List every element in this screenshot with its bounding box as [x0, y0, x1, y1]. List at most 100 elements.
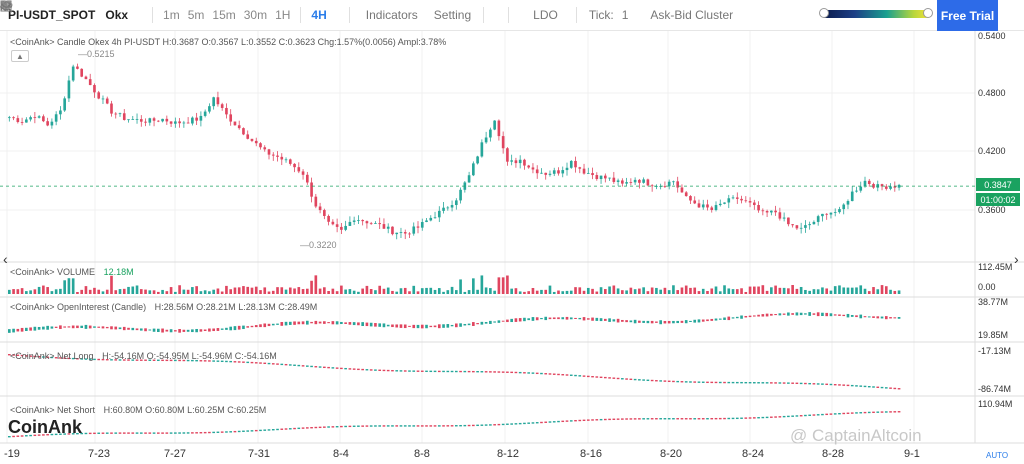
candle-body: [684, 192, 688, 197]
candle-body: [429, 217, 433, 221]
timeframe-1m[interactable]: 1m: [163, 8, 180, 22]
candle-body: [33, 117, 37, 118]
oi-candle: [761, 314, 765, 317]
netshort-candle: [561, 420, 565, 423]
cluster-selector[interactable]: Ask-Bid Cluster: [0, 0, 745, 31]
netshort-candle: [348, 425, 352, 428]
scroll-left-arrow-icon[interactable]: ‹: [3, 251, 8, 267]
chart-canvas[interactable]: [0, 31, 1024, 464]
color-gradient-slider[interactable]: [819, 8, 933, 18]
netshort-candle: [880, 411, 884, 413]
netlong-candle: [88, 358, 92, 360]
volume-bar: [735, 289, 739, 294]
volume-bar: [148, 290, 152, 294]
timeframe-15m[interactable]: 15m: [212, 8, 236, 22]
oi-candle: [271, 323, 275, 326]
auto-scale-toggle[interactable]: AUTO: [986, 451, 1009, 460]
timeframe-30m[interactable]: 30m: [243, 8, 268, 22]
setting-button[interactable]: Setting: [1, 0, 477, 31]
collapse-pane-button[interactable]: ▲: [11, 50, 29, 62]
oi-candle: [157, 328, 160, 332]
netlong-candle: [450, 370, 454, 373]
chevron-down-icon[interactable]: [0, 0, 343, 31]
oi-candle: [101, 326, 105, 329]
oi-candle: [569, 317, 573, 320]
netshort-candle: [829, 413, 833, 415]
scroll-right-arrow-icon[interactable]: ›: [1014, 251, 1019, 267]
candle-body: [318, 206, 322, 211]
netlong-candle: [442, 370, 445, 373]
volume-bar: [165, 291, 169, 294]
candle-body: [774, 210, 777, 213]
candle-body: [59, 110, 62, 115]
oi-candle: [795, 312, 799, 316]
eye-icon[interactable]: [0, 0, 527, 31]
gradient-knob-left[interactable]: [819, 8, 829, 18]
candle-body: [122, 113, 126, 120]
oi-candle: [727, 316, 731, 321]
volume-bar: [50, 291, 54, 294]
oi-candle: [595, 317, 599, 321]
netshort-candle: [63, 433, 66, 435]
oi-candle: [897, 317, 901, 319]
oi-candle: [472, 322, 475, 326]
timeframe-1h[interactable]: 1H: [275, 8, 291, 22]
oi-candle: [578, 317, 582, 320]
volume-bar: [582, 290, 586, 294]
netshort-candle: [131, 432, 135, 434]
candle-body: [595, 175, 599, 180]
netshort-candle: [340, 425, 343, 428]
volume-bar: [706, 290, 709, 294]
timeframe-4h[interactable]: 4H: [311, 8, 327, 22]
volume-bar: [493, 290, 496, 294]
netshort-candle: [161, 432, 164, 434]
tick-selector[interactable]: Tick: 1: [0, 0, 641, 31]
volume-bar: [114, 290, 118, 294]
gradient-knob-right[interactable]: [923, 8, 933, 18]
search-icon[interactable]: [0, 0, 146, 31]
netshort-candle: [42, 434, 45, 436]
tick-value: 1: [621, 8, 629, 22]
netshort-candle: [88, 432, 92, 435]
oi-close: C:28.49M: [278, 302, 318, 312]
indicators-label: Indicators: [365, 8, 418, 22]
netlong-candle: [378, 369, 382, 371]
candle-body: [233, 121, 237, 126]
netlong-candle: [178, 359, 181, 362]
volume-bar: [42, 285, 45, 294]
netshort-candle: [523, 422, 526, 425]
netshort-candle: [297, 427, 301, 430]
volume-bar: [761, 285, 765, 294]
oi-candle: [548, 317, 552, 320]
netlong-candle: [263, 362, 267, 365]
layout-grid-icon[interactable]: [0, 0, 502, 31]
candle-body: [174, 121, 177, 124]
netshort-candle: [420, 425, 424, 427]
free-trial-button[interactable]: Free Trial: [937, 0, 998, 31]
chart-area[interactable]: <CoinAnk> Candle Okex 4h PI-USDT H:0.368…: [0, 31, 1024, 464]
netlong-candle: [93, 358, 96, 361]
volume-bar: [33, 289, 37, 294]
ldo-selector[interactable]: LDO: [0, 0, 570, 31]
indicators-button[interactable]: Indicators: [0, 0, 424, 31]
netshort-candle: [50, 433, 54, 436]
volume-bar: [672, 285, 675, 294]
netlong-candle: [280, 363, 284, 366]
candle-body: [825, 213, 829, 215]
symbol-label[interactable]: PI-USDT_SPOT: [8, 8, 96, 22]
candle-body: [225, 107, 228, 115]
candle-body: [650, 185, 654, 187]
volume-bar: [821, 287, 824, 294]
volume-bar: [514, 288, 518, 294]
volume-axis-label: 0.00: [978, 282, 996, 292]
volume-bar: [276, 287, 279, 294]
timeframe-5m[interactable]: 5m: [187, 8, 205, 22]
volume-bar: [714, 286, 718, 294]
oi-candle: [591, 317, 594, 321]
exchange-label[interactable]: Okx: [105, 8, 129, 22]
netlong-candle: [344, 367, 347, 370]
netlong-candle: [604, 376, 607, 379]
oi-axis-label: 19.85M: [978, 330, 1009, 340]
toolbar-divider: [483, 7, 485, 23]
oi-candle: [437, 324, 441, 329]
